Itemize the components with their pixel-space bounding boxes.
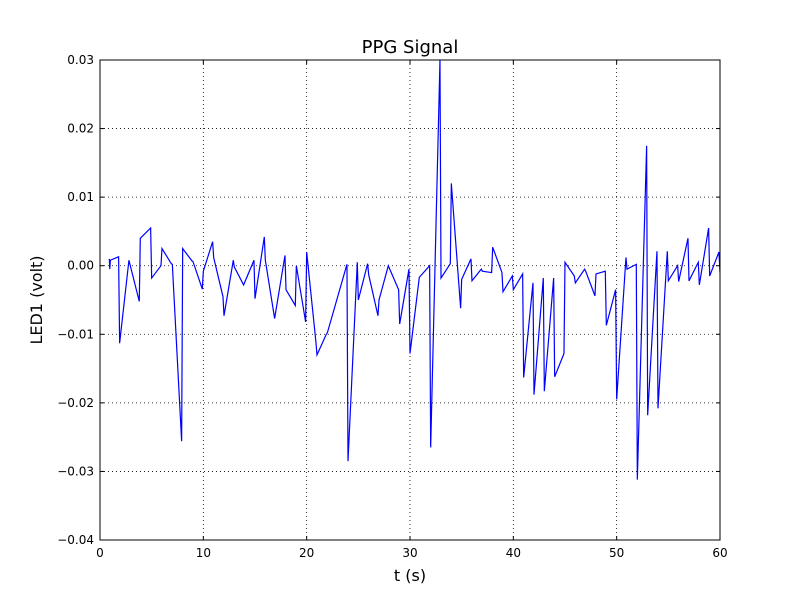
series-line	[108, 60, 720, 480]
series-layer	[108, 60, 720, 480]
grid	[99, 59, 721, 541]
y-tick-label: −0.02	[57, 396, 94, 410]
y-tick-label: 0.00	[67, 259, 94, 273]
ticks	[99, 59, 721, 541]
x-tick-label: 20	[299, 546, 314, 560]
x-tick-label: 60	[712, 546, 727, 560]
y-tick-label: 0.01	[67, 190, 94, 204]
y-tick-label: 0.02	[67, 122, 94, 136]
y-tick-labels: 0.03 0.02 0.01 0.00 −0.01 −0.02 −0.03 −0.04	[57, 53, 94, 547]
x-tick-label: 10	[196, 546, 211, 560]
y-tick-label: −0.04	[57, 533, 94, 547]
x-tick-label: 50	[609, 546, 624, 560]
y-axis-title: LED1 (volt)	[27, 255, 46, 344]
x-tick-label: 30	[402, 546, 417, 560]
y-tick-label: 0.03	[67, 53, 94, 67]
y-tick-label: −0.03	[57, 464, 94, 478]
x-axis-title: t (s)	[394, 566, 426, 585]
y-tick-label: −0.01	[57, 327, 94, 341]
chart-title: PPG Signal	[362, 37, 459, 58]
x-tick-labels: 0 10 20 30 40 50 60	[96, 546, 727, 560]
x-tick-label: 0	[96, 546, 104, 560]
x-tick-label: 40	[506, 546, 521, 560]
